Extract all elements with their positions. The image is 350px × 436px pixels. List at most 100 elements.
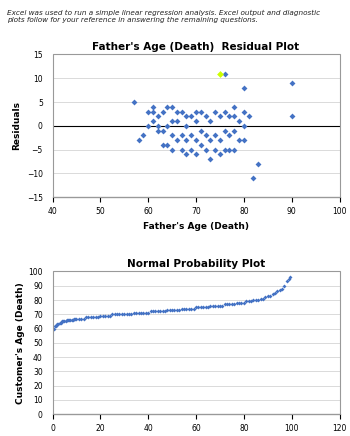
Point	[90, 313, 96, 320]
Point	[88, 313, 93, 320]
Point	[200, 303, 206, 310]
Point	[256, 296, 261, 303]
Point	[205, 303, 211, 310]
Point	[57, 319, 62, 326]
Point	[98, 312, 103, 319]
Point	[179, 305, 184, 312]
Point	[100, 312, 106, 319]
Point	[145, 310, 151, 317]
Point	[141, 310, 146, 317]
Point	[224, 301, 230, 308]
Point	[231, 146, 237, 153]
Point	[174, 136, 180, 143]
Point	[126, 311, 132, 318]
Point	[222, 146, 228, 153]
Title: Father's Age (Death)  Residual Plot: Father's Age (Death) Residual Plot	[92, 42, 300, 52]
Point	[72, 315, 78, 322]
Point	[191, 305, 196, 312]
Point	[164, 123, 170, 129]
Point	[188, 146, 194, 153]
Point	[63, 318, 69, 325]
Point	[55, 321, 60, 328]
Point	[239, 300, 244, 307]
Point	[231, 301, 237, 308]
Point	[136, 136, 141, 143]
Point	[56, 321, 61, 328]
Point	[217, 136, 223, 143]
Point	[184, 305, 189, 312]
Point	[162, 308, 168, 315]
Point	[196, 303, 201, 310]
Point	[289, 113, 294, 120]
Point	[241, 300, 247, 307]
Point	[143, 310, 148, 317]
Point	[164, 103, 170, 110]
Point	[284, 278, 290, 285]
Point	[198, 303, 204, 310]
Point	[188, 132, 194, 139]
Point	[181, 305, 187, 312]
Point	[219, 302, 225, 309]
Point	[203, 146, 208, 153]
Point	[64, 317, 70, 324]
Point	[186, 305, 192, 312]
Point	[210, 302, 216, 309]
Point	[270, 291, 275, 298]
Point	[246, 298, 251, 305]
Point	[222, 108, 228, 115]
Point	[160, 127, 165, 134]
Point	[65, 317, 71, 324]
Point	[110, 311, 115, 318]
Point	[241, 136, 247, 143]
Point	[203, 113, 208, 120]
Point	[119, 311, 125, 318]
Point	[188, 305, 194, 312]
Point	[227, 301, 232, 308]
Point	[208, 156, 213, 163]
Point	[70, 317, 76, 324]
Point	[62, 318, 67, 325]
Point	[272, 290, 278, 296]
Point	[105, 312, 110, 319]
Point	[176, 307, 182, 313]
Point	[93, 313, 98, 320]
Point	[234, 300, 239, 307]
Point	[150, 103, 156, 110]
Point	[236, 300, 242, 307]
Point	[227, 146, 232, 153]
Point	[160, 108, 165, 115]
Point	[208, 302, 213, 309]
Point	[155, 113, 161, 120]
Point	[179, 108, 184, 115]
Point	[174, 307, 180, 313]
Point	[53, 322, 59, 329]
Point	[145, 108, 151, 115]
Y-axis label: Customer's Age (Death): Customer's Age (Death)	[16, 282, 26, 404]
Point	[59, 318, 65, 325]
Point	[167, 307, 173, 313]
Point	[169, 307, 175, 313]
Point	[164, 307, 170, 313]
Point	[138, 310, 144, 317]
X-axis label: Father's Age (Death): Father's Age (Death)	[143, 221, 249, 231]
Point	[222, 127, 228, 134]
Point	[117, 311, 122, 318]
Point	[58, 319, 64, 326]
Title: Normal Probability Plot: Normal Probability Plot	[127, 259, 265, 269]
Point	[198, 127, 204, 134]
Point	[188, 113, 194, 120]
Point	[277, 286, 282, 293]
Point	[129, 311, 134, 318]
Point	[112, 311, 118, 318]
Point	[145, 123, 151, 129]
Point	[248, 298, 254, 305]
Point	[227, 132, 232, 139]
Point	[95, 313, 101, 320]
Point	[174, 118, 180, 125]
Point	[71, 315, 77, 322]
Point	[141, 132, 146, 139]
Point	[150, 308, 156, 315]
Point	[212, 108, 218, 115]
Point	[212, 132, 218, 139]
Point	[155, 127, 161, 134]
